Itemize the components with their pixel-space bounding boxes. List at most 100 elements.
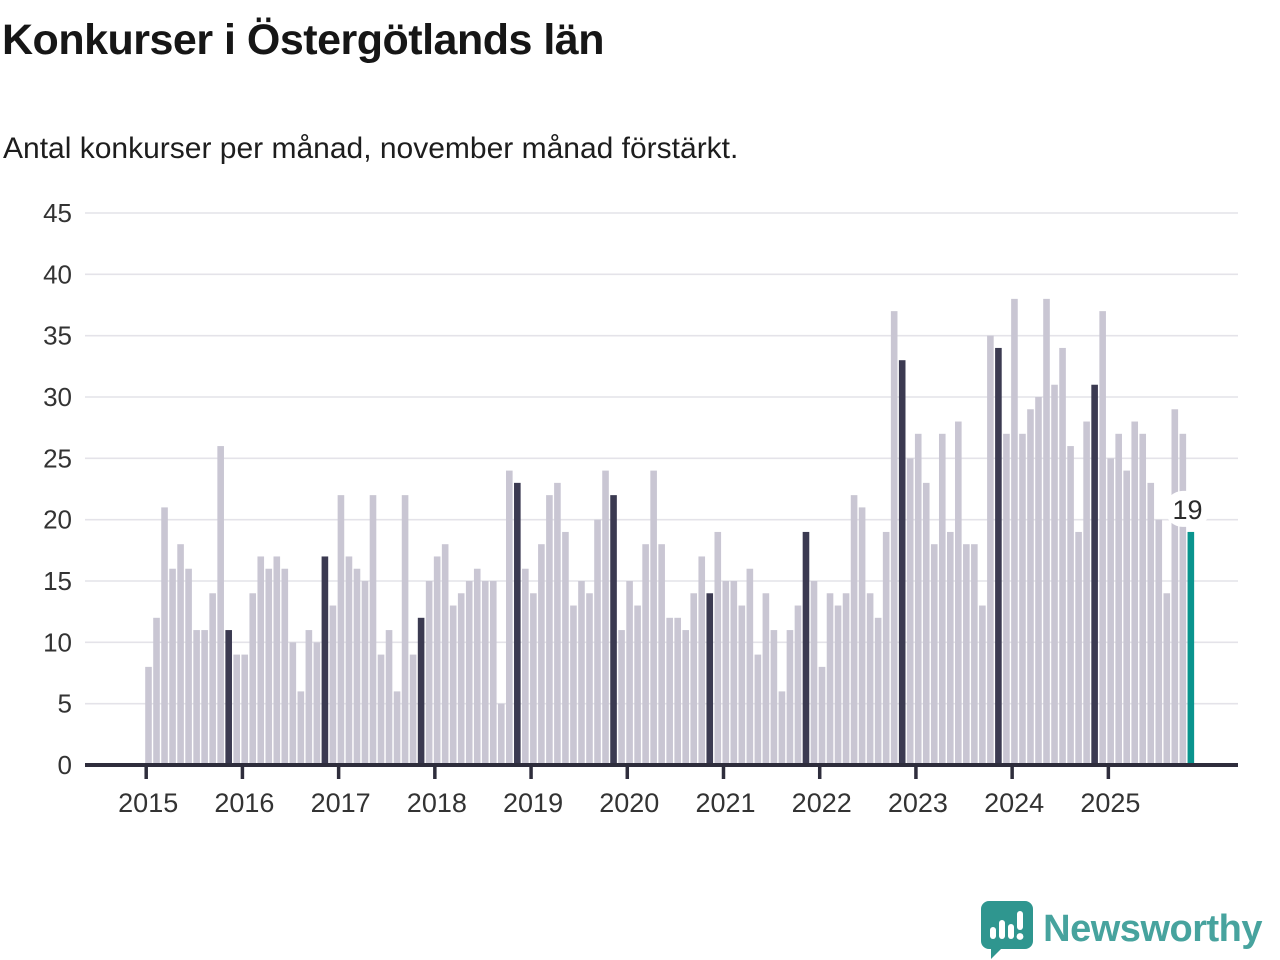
bar — [834, 605, 842, 765]
bar-november — [995, 347, 1002, 765]
bar — [273, 556, 281, 765]
bar — [265, 568, 273, 765]
bar — [305, 630, 313, 765]
bar — [249, 593, 257, 765]
x-axis-year-label: 2018 — [407, 788, 467, 818]
chart-title: Konkurser i Östergötlands län — [2, 16, 604, 64]
bar — [1099, 311, 1106, 765]
bar — [626, 581, 633, 765]
bar-november — [706, 593, 714, 765]
bar — [746, 568, 754, 765]
x-axis-year-label: 2022 — [792, 788, 852, 818]
bar — [497, 703, 505, 765]
x-axis-year-label: 2025 — [1080, 788, 1140, 818]
y-axis-tick-label: 35 — [43, 321, 72, 351]
bar — [666, 617, 673, 765]
bar — [562, 531, 569, 765]
bar — [217, 446, 224, 765]
bar-november — [321, 556, 329, 765]
bar — [634, 605, 641, 765]
bar — [570, 605, 577, 765]
bar — [658, 544, 665, 765]
bar — [433, 556, 441, 765]
bar — [1163, 593, 1171, 765]
bar — [1131, 421, 1139, 765]
bar — [409, 654, 417, 765]
bar-november — [1091, 384, 1098, 765]
bar — [385, 630, 393, 765]
bar — [1027, 409, 1034, 765]
bar — [682, 630, 690, 765]
y-axis-tick-label: 5 — [58, 689, 72, 719]
bar — [690, 593, 698, 765]
bar — [866, 593, 874, 765]
bar — [1147, 482, 1155, 765]
bar — [698, 556, 706, 765]
bar — [642, 544, 649, 765]
bar — [914, 433, 922, 765]
bar — [1107, 458, 1114, 765]
bar — [361, 581, 369, 765]
bar — [377, 654, 385, 765]
bar — [1139, 433, 1147, 765]
bar — [602, 470, 609, 765]
bar — [987, 335, 994, 765]
bar — [177, 544, 184, 765]
bar — [818, 666, 826, 765]
bar — [369, 495, 377, 765]
y-axis-tick-label: 20 — [43, 505, 72, 535]
y-axis-tick-label: 45 — [43, 198, 72, 228]
bar — [963, 544, 970, 765]
bar — [530, 593, 537, 765]
bar — [193, 630, 200, 765]
bar-november — [898, 360, 906, 765]
bar — [971, 544, 978, 765]
bar — [786, 630, 794, 765]
bar — [979, 605, 986, 765]
bar — [441, 544, 449, 765]
bar — [586, 593, 593, 765]
bar — [794, 605, 802, 765]
y-axis-tick-label: 15 — [43, 566, 72, 596]
bar — [329, 605, 337, 765]
bar — [465, 581, 473, 765]
newsworthy-logo: Newsworthy — [981, 901, 1262, 959]
bar-november — [417, 617, 425, 765]
bar — [522, 568, 529, 765]
newsworthy-logo-text: Newsworthy — [1043, 907, 1262, 950]
bar — [1035, 397, 1042, 765]
bar — [730, 581, 738, 765]
y-axis-tick-label: 0 — [58, 750, 72, 780]
x-axis-year-label: 2015 — [118, 788, 178, 818]
bar — [313, 642, 321, 765]
bar — [1123, 470, 1130, 765]
bar — [674, 617, 681, 765]
bar — [353, 568, 361, 765]
bar — [955, 421, 962, 765]
newsworthy-logo-icon — [981, 901, 1034, 959]
bar — [874, 617, 882, 765]
bar — [281, 568, 289, 765]
bar — [161, 507, 168, 765]
x-axis-year-label: 2016 — [214, 788, 274, 818]
bar — [858, 507, 866, 765]
bar — [289, 642, 297, 765]
x-axis-year-label: 2019 — [503, 788, 563, 818]
bar — [1171, 409, 1179, 765]
bar — [882, 531, 890, 765]
bar — [345, 556, 353, 765]
bar — [169, 568, 176, 765]
x-axis-year-label: 2020 — [599, 788, 659, 818]
bar — [201, 630, 208, 765]
bar — [554, 482, 561, 765]
bar — [1115, 433, 1122, 765]
bar — [185, 568, 192, 765]
bar — [546, 495, 553, 765]
x-axis-year-label: 2021 — [695, 788, 755, 818]
bar — [1059, 347, 1066, 765]
bar — [209, 593, 216, 765]
bar — [938, 433, 946, 765]
bar — [762, 593, 770, 765]
bar — [778, 691, 786, 765]
